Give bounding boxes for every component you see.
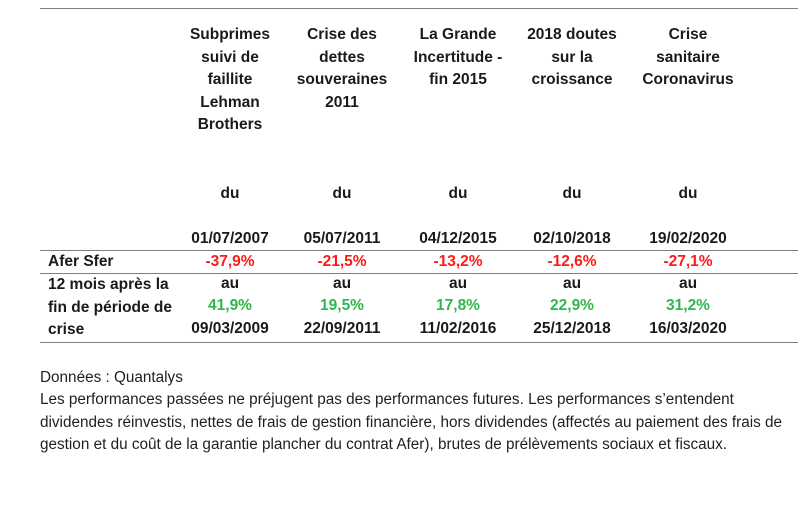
table-cell-value: -37,9%	[205, 253, 255, 270]
period-dates: du 01/07/2007 au 09/03/2009	[174, 160, 286, 363]
row-divider	[40, 273, 798, 274]
column-header-2018-doutes: 2018 doutes sur la croissance	[527, 26, 617, 88]
table-cell-value: -12,6%	[547, 253, 597, 270]
date-from: 02/10/2018	[533, 229, 611, 247]
table-cell-value: 19,5%	[320, 297, 364, 314]
footnotes: Données : Quantalys Les performances pas…	[40, 367, 805, 456]
table-cell-value: 17,8%	[436, 297, 480, 314]
date-to-label: au	[220, 274, 240, 292]
date-from: 19/02/2020	[649, 229, 727, 247]
row-label-afer-sfer: Afer Sfer	[48, 253, 114, 270]
table-cell-value: -21,5%	[317, 253, 367, 270]
period-dates: du 04/12/2015 au 11/02/2016	[402, 160, 514, 363]
date-from-label: du	[332, 184, 352, 202]
date-from-label: du	[448, 184, 468, 202]
date-to: 16/03/2020	[649, 319, 727, 337]
table-cell-value: -27,1%	[663, 253, 713, 270]
source-note: Données : Quantalys	[40, 369, 183, 386]
table-cell-value: 22,9%	[550, 297, 594, 314]
period-dates: du 05/07/2011 au 22/09/2011	[286, 160, 398, 363]
column-header-subprimes: Subprimes suivi de faillite Lehman Broth…	[189, 26, 271, 133]
column-header-dettes-souveraines: Crise des dettes souveraines 2011	[296, 26, 388, 111]
table-date-row: du 01/07/2007 au 09/03/2009 du 05/07/201…	[0, 160, 763, 337]
date-to-label: au	[678, 274, 698, 292]
date-to: 09/03/2009	[191, 319, 269, 337]
table-top-border	[40, 8, 798, 9]
table-bottom-border	[40, 342, 798, 343]
table-header-row: Subprimes suivi de faillite Lehman Broth…	[0, 24, 763, 144]
date-to-label: au	[448, 274, 468, 292]
period-dates: du 02/10/2018 au 25/12/2018	[516, 160, 628, 363]
column-header-coronavirus: Crise sanitaire Coronavirus	[642, 26, 734, 88]
date-to: 11/02/2016	[419, 319, 497, 337]
table-cell-value: 31,2%	[666, 297, 710, 314]
date-to-label: au	[562, 274, 582, 292]
date-from: 01/07/2007	[191, 229, 269, 247]
date-from: 05/07/2011	[303, 229, 381, 247]
date-from-label: du	[678, 184, 698, 202]
date-to-label: au	[332, 274, 352, 292]
date-from: 04/12/2015	[419, 229, 497, 247]
column-header-grande-incertitude: La Grande Incertitude - fin 2015	[413, 26, 503, 88]
date-from-label: du	[562, 184, 582, 202]
row-divider	[40, 250, 798, 251]
date-to: 25/12/2018	[533, 319, 611, 337]
table-cell-value: -13,2%	[433, 253, 483, 270]
table-cell-value: 41,9%	[208, 297, 252, 314]
date-from-label: du	[220, 184, 240, 202]
period-dates: du 19/02/2020 au 16/03/2020	[632, 160, 744, 363]
row-label-12-mois: 12 mois après la fin de période de crise	[48, 276, 173, 338]
date-to: 22/09/2011	[303, 319, 381, 337]
disclaimer-note: Les performances passées ne préjugent pa…	[40, 391, 783, 453]
